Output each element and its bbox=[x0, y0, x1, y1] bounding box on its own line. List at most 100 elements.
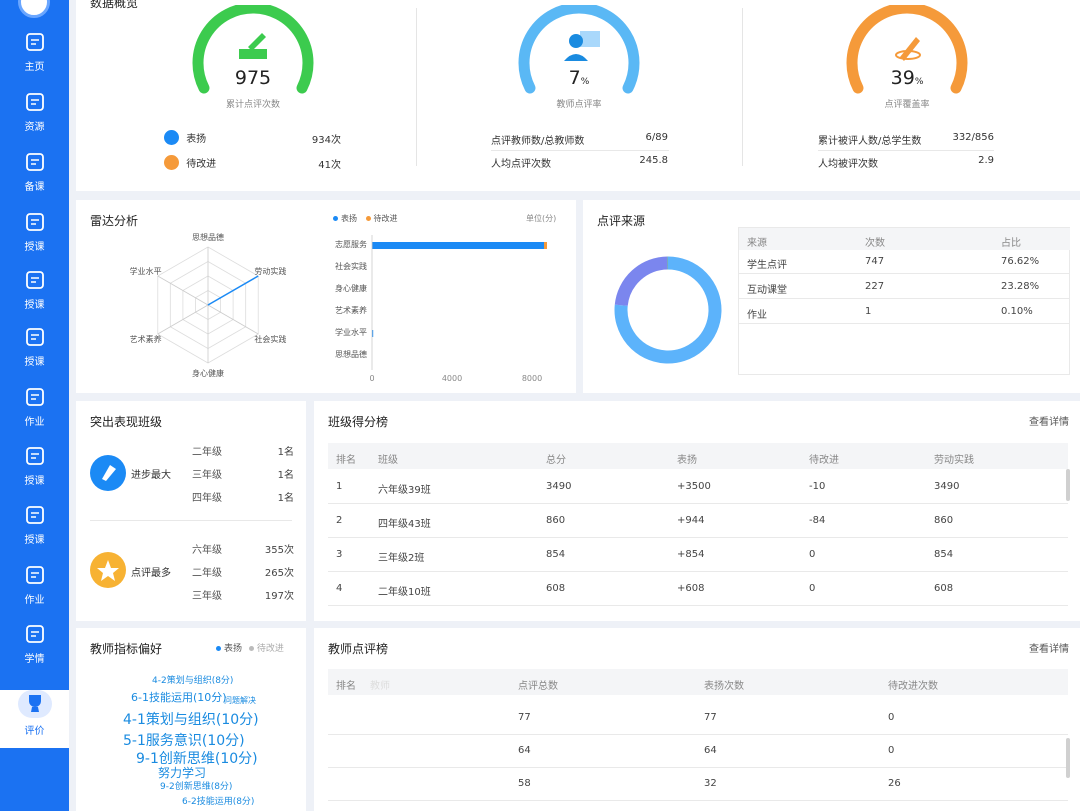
overview-title: 数据概览 bbox=[90, 0, 139, 10]
teacher-rank-cell: 77 bbox=[518, 712, 531, 723]
source-cell: 1 bbox=[865, 306, 872, 317]
grade-value: 197次 bbox=[264, 591, 294, 602]
word-cloud-item: 4-2策划与组织(8分) bbox=[152, 676, 234, 686]
legend-praise: 表扬 bbox=[224, 644, 243, 654]
bar-category-label: 志愿服务 bbox=[335, 239, 367, 249]
sidebar-item-9[interactable]: 作业 bbox=[0, 563, 69, 621]
bar-category-label: 艺术素养 bbox=[335, 305, 367, 315]
sidebar-item-5[interactable]: 授课 bbox=[0, 325, 69, 383]
row-divider bbox=[328, 734, 1068, 735]
source-cell: 747 bbox=[865, 256, 885, 267]
teach-icon bbox=[25, 213, 44, 231]
teacher-rank-cell: 0 bbox=[888, 745, 895, 756]
radar-axis-label: 艺术素养 bbox=[130, 334, 162, 344]
class-rank-col: 表扬 bbox=[677, 455, 697, 466]
sidebar-item-10[interactable]: 学情 bbox=[0, 622, 69, 680]
most-label: 点评最多 bbox=[131, 568, 171, 579]
sidebar-item-label: 授课 bbox=[24, 535, 45, 546]
radar-axis-label: 学业水平 bbox=[130, 266, 162, 276]
sidebar-item-label: 授课 bbox=[24, 476, 45, 487]
row-divider bbox=[739, 323, 1070, 324]
bar-category-label: 学业水平 bbox=[335, 327, 367, 337]
source-donut bbox=[614, 256, 722, 364]
cube-icon bbox=[25, 93, 44, 111]
progress-label: 进步最大 bbox=[131, 470, 171, 481]
radar-axis-label: 思想品德 bbox=[192, 232, 224, 242]
teacher-rank-col: 教师 bbox=[370, 681, 390, 692]
class-rank-cell: 六年级39班 bbox=[378, 485, 431, 496]
rocket-icon bbox=[90, 455, 126, 491]
student-ratio-label: 累计被评人数/总学生数 bbox=[818, 136, 922, 147]
sidebar-item-1[interactable]: 资源 bbox=[0, 90, 69, 148]
homework-icon bbox=[25, 388, 44, 406]
school-logo bbox=[18, 0, 50, 18]
sidebar-item-0[interactable]: 主页 bbox=[0, 30, 69, 88]
gauge-arc bbox=[846, 2, 968, 94]
student-ratio-value: 332/856 bbox=[952, 132, 994, 143]
sidebar-item-label: 主页 bbox=[24, 62, 45, 73]
sidebar-item-6[interactable]: 作业 bbox=[0, 385, 69, 443]
gauge-total-label: 累计点评次数 bbox=[225, 100, 280, 110]
sidebar-item-label: 授课 bbox=[24, 300, 45, 311]
teacher-rank-more-link[interactable]: 查看详情 bbox=[1029, 644, 1069, 655]
outstanding-title: 突出表现班级 bbox=[90, 415, 163, 429]
sidebar-item-2[interactable]: 备课 bbox=[0, 150, 69, 208]
teacher-rank-cell: 32 bbox=[704, 778, 717, 789]
sidebar-item-11[interactable]: 评价 bbox=[0, 690, 69, 748]
class-rank-cell: 三年级2班 bbox=[378, 553, 425, 564]
class-rank-cell: 608 bbox=[546, 583, 566, 594]
sidebar-item-label: 评价 bbox=[24, 726, 45, 737]
teacher-rank-col: 待改进次数 bbox=[888, 681, 938, 692]
bar-category-label: 社会实践 bbox=[335, 261, 367, 271]
praise-value: 934次 bbox=[311, 135, 341, 146]
home-icon bbox=[25, 33, 44, 51]
source-cell: 0.10% bbox=[1001, 306, 1033, 317]
class-rank-more-link[interactable]: 查看详情 bbox=[1029, 417, 1069, 428]
teach-icon bbox=[25, 271, 44, 289]
source-col-source: 来源 bbox=[747, 238, 767, 249]
star-icon bbox=[90, 552, 126, 588]
bar-praise bbox=[372, 242, 544, 249]
radar-card: 雷达分析 思想品德 劳动实践 社会实践 身心健康 艺术素养 学业水平 表扬 待改进 单位(… bbox=[76, 200, 576, 393]
word-cloud-item: 4-1策划与组织(10分) bbox=[123, 712, 259, 728]
sidebar-item-3[interactable]: 授课 bbox=[0, 210, 69, 268]
avg-reviewed-value: 2.9 bbox=[978, 155, 994, 166]
teacher-ratio-label: 点评教师数/总教师数 bbox=[491, 136, 585, 147]
avg-reviewed-label: 人均被评次数 bbox=[818, 159, 878, 170]
sidebar-item-7[interactable]: 授课 bbox=[0, 444, 69, 502]
sidebar-item-8[interactable]: 授课 bbox=[0, 503, 69, 561]
source-cell: 作业 bbox=[747, 310, 767, 321]
bar-tick-label: 4000 bbox=[442, 374, 462, 383]
class-rank-scrollbar[interactable] bbox=[1066, 469, 1070, 501]
class-rank-cell: +608 bbox=[677, 583, 705, 594]
class-rank-cell: 3490 bbox=[546, 481, 572, 492]
gauge-teacher-unit: % bbox=[580, 77, 590, 87]
improve-value: 41次 bbox=[318, 160, 341, 171]
class-rank-cell: 854 bbox=[934, 549, 954, 560]
improve-label: 待改进 bbox=[186, 159, 217, 170]
teacher-rank-cell: 0 bbox=[888, 712, 895, 723]
overview-card: 数据概览 975 累计点评次数 7% 教师点评率 39% 点评覆盖率 表扬 93… bbox=[76, 0, 1080, 191]
source-cell: 227 bbox=[865, 281, 885, 292]
class-rank-cell: +944 bbox=[677, 515, 705, 526]
teacher-rank-scrollbar[interactable] bbox=[1066, 738, 1070, 778]
gauge-coverage-label: 点评覆盖率 bbox=[884, 100, 930, 110]
radar-series-praise bbox=[207, 275, 259, 306]
source-table-header bbox=[739, 228, 1070, 250]
class-rank-cell: 860 bbox=[934, 515, 954, 526]
sidebar-item-label: 作业 bbox=[24, 417, 45, 428]
source-col-count: 次数 bbox=[865, 238, 885, 249]
sidebar-item-label: 授课 bbox=[24, 357, 45, 368]
legend-praise-dot bbox=[216, 646, 221, 651]
sidebar-item-4[interactable]: 授课 bbox=[0, 268, 69, 326]
teacher-pref-title: 教师指标偏好 bbox=[90, 642, 163, 656]
avg-review-label: 人均点评次数 bbox=[491, 159, 551, 170]
thumbs-up-icon bbox=[164, 130, 179, 145]
legend-improve: 待改进 bbox=[373, 214, 398, 223]
book-icon bbox=[25, 153, 44, 171]
grade-value: 1名 bbox=[277, 470, 294, 481]
row-divider bbox=[328, 537, 1068, 538]
class-rank-col: 班级 bbox=[378, 455, 398, 466]
gauge-coverage-value: 39% bbox=[842, 67, 972, 89]
